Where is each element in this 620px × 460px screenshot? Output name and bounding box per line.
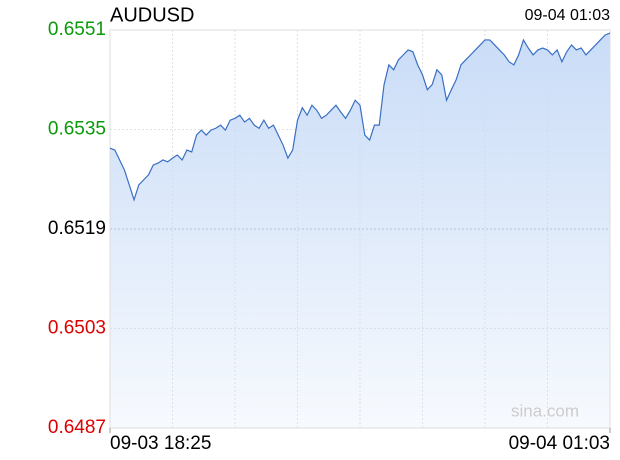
watermark: sina.com — [511, 401, 579, 420]
y-tick-label: 0.6503 — [48, 318, 106, 339]
y-tick-label: 0.6551 — [48, 19, 106, 40]
x-tick-label: 09-03 18:25 — [110, 433, 211, 454]
chart-title: AUDUSD — [110, 4, 194, 26]
x-tick-label: 09-04 01:03 — [509, 433, 610, 454]
timestamp: 09-04 01:03 — [525, 7, 611, 24]
y-tick-label: 0.6519 — [48, 218, 106, 239]
plot-frame — [109, 29, 611, 429]
area — [110, 33, 610, 429]
price-line — [109, 32, 611, 202]
y-tick-label: 0.6487 — [48, 417, 106, 438]
y-tick-label: 0.6535 — [48, 119, 106, 140]
